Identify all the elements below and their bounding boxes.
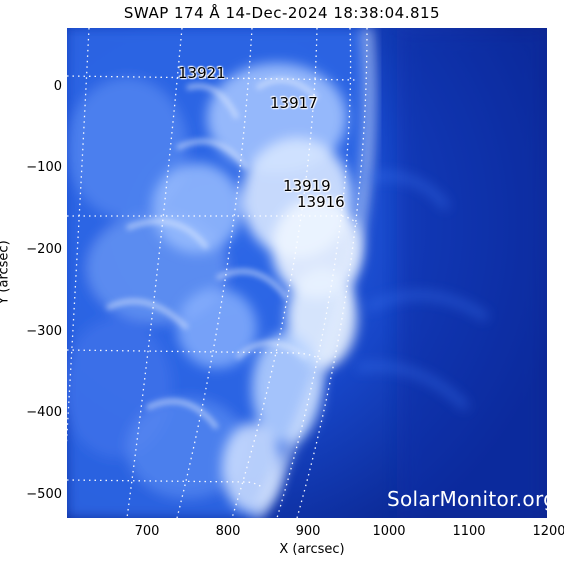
x-tick-label: 1100 [452,524,486,539]
solar-image: 13921 13917 13919 13916 SolarMonitor.org [67,28,547,518]
active-region-label: 13916 [297,193,345,211]
watermark: SolarMonitor.org [387,487,547,511]
x-tick-label: 800 [215,524,241,539]
solar-image-canvas [67,28,547,518]
y-tick-label: 0 [53,79,62,94]
y-tick-label: −300 [26,324,62,339]
y-tick-label: −400 [26,405,62,420]
y-tick-label: −100 [26,160,62,175]
x-tick-label: 1200 [532,524,564,539]
x-tick-label: 700 [134,524,160,539]
image-title: SWAP 174 Å 14-Dec-2024 18:38:04.815 [123,4,441,22]
y-tick-label: −500 [26,487,62,502]
y-tick-label: −200 [26,242,62,257]
y-axis-label: Y (arcsec) [0,240,12,304]
x-axis-label: X (arcsec) [279,542,345,557]
x-tick-label: 1000 [372,524,406,539]
active-region-label: 13921 [178,64,226,82]
x-tick-label: 900 [295,524,321,539]
active-region-label: 13919 [283,177,331,195]
active-region-label: 13917 [270,94,318,112]
